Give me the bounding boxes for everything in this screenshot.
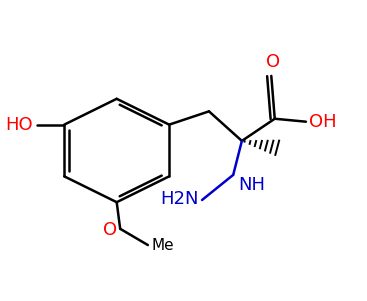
Text: NH: NH: [239, 176, 265, 194]
Text: O: O: [266, 54, 280, 71]
Text: H2N: H2N: [160, 190, 199, 207]
Text: HO: HO: [6, 116, 33, 134]
Text: Me: Me: [151, 237, 174, 253]
Text: O: O: [103, 221, 117, 239]
Text: OH: OH: [309, 113, 337, 131]
